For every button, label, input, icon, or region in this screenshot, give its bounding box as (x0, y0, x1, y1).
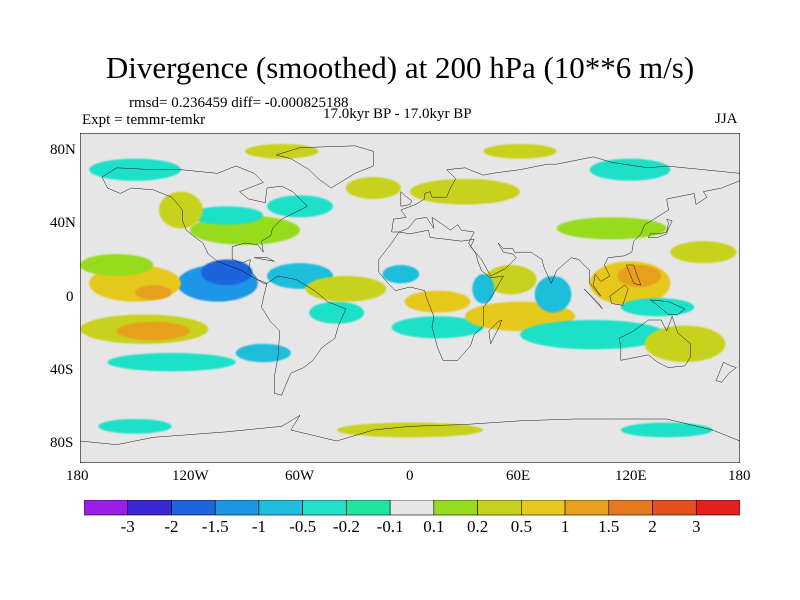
colorbar-box-9 (477, 500, 522, 516)
colorbar-label-1: -2 (164, 517, 179, 536)
field-patch-24 (670, 241, 737, 264)
experiment-label: Expt = temmr-temkr (82, 112, 206, 128)
coastline-9 (650, 300, 685, 315)
colorbar-box-0 (84, 500, 129, 516)
lat-tick-40s: 40S (50, 362, 74, 378)
field-patch-13 (404, 290, 471, 313)
coastline-10 (648, 219, 672, 237)
coastline-6 (489, 320, 502, 344)
coastline-5 (619, 316, 691, 367)
field-patch-21 (617, 265, 662, 287)
lat-tick-0: 0 (66, 289, 74, 305)
lat-tick-40n: 40N (50, 215, 76, 231)
field-patch-37 (98, 419, 172, 434)
colorbar-label-7: 0.1 (423, 517, 445, 536)
coastline-4 (276, 146, 373, 188)
field-patch-38 (620, 422, 713, 438)
field-patch-28 (158, 191, 203, 229)
field-patch-36 (336, 422, 484, 438)
coastline-7 (584, 289, 602, 309)
colorbar-label-11: 1.5 (598, 517, 620, 536)
divergence-map (80, 133, 740, 463)
field-patch-29 (267, 195, 333, 218)
coastline-13 (626, 265, 641, 285)
colorbar-box-13 (652, 500, 697, 516)
field-patch-4 (135, 285, 172, 300)
field-patch-1 (201, 259, 253, 286)
colorbar (84, 500, 740, 516)
field-patch-33 (589, 158, 671, 181)
colorbar-label-4: -0.5 (289, 517, 317, 536)
lon-tick-180w: 180 (66, 468, 89, 484)
colorbar-box-3 (214, 500, 260, 516)
lon-tick-60e: 60E (506, 468, 531, 484)
divergence-field (80, 144, 737, 438)
field-patch-35 (483, 144, 557, 159)
coastline-14 (254, 258, 274, 262)
field-patch-11 (305, 276, 387, 302)
colorbar-label-10: 1 (560, 517, 570, 536)
period-label: 17.0kyr BP - 17.0kyr BP (323, 106, 472, 122)
stats-label: rmsd= 0.236459 diff= -0.000825188 (129, 95, 349, 111)
colorbar-label-5: -0.2 (332, 517, 360, 536)
field-patch-17 (472, 274, 495, 304)
field-patch-31 (410, 178, 520, 205)
lon-tick-180e: 180 (728, 468, 751, 484)
coastline-8 (610, 285, 628, 305)
colorbar-box-14 (695, 500, 740, 516)
field-patch-12 (382, 265, 420, 284)
colorbar-box-4 (258, 500, 303, 516)
field-patch-14 (391, 316, 484, 339)
colorbar-box-11 (564, 500, 610, 516)
colorbar-box-2 (171, 500, 216, 516)
colorbar-box-10 (521, 500, 566, 516)
lat-tick-80s: 80S (50, 435, 74, 451)
colorbar-label-2: -1.5 (201, 517, 229, 536)
colorbar-box-12 (608, 500, 653, 516)
lat-tick-80n: 80N (50, 142, 76, 158)
colorbar-box-1 (127, 500, 172, 516)
field-patch-19 (520, 320, 667, 350)
coastline-0 (102, 166, 307, 283)
field-patch-25 (556, 217, 667, 240)
colorbar-box-6 (346, 500, 391, 516)
field-patch-22 (644, 325, 726, 363)
field-patch-18 (534, 276, 572, 313)
lon-tick-0: 0 (406, 468, 414, 484)
colorbar-label-8: 0.2 (466, 517, 489, 536)
field-patch-27 (190, 206, 264, 225)
lon-tick-120w: 120W (172, 468, 209, 484)
colorbar-label-6: -0.1 (376, 517, 404, 536)
coastline-2 (379, 157, 740, 360)
colorbar-label-0: -3 (120, 517, 135, 536)
coastline-12 (716, 362, 736, 382)
colorbar-label-12: 2 (648, 517, 657, 536)
coastline-3 (401, 192, 412, 207)
coastline-layer (80, 146, 740, 445)
colorbar-box-5 (302, 500, 347, 516)
map-title: Divergence (smoothed) at 200 hPa (10**6 … (105, 50, 695, 85)
field-patch-30 (345, 177, 401, 199)
field-patch-32 (89, 158, 181, 181)
field-patch-10 (309, 301, 365, 324)
field-patch-9 (235, 343, 291, 363)
season-label: JJA (715, 111, 738, 127)
colorbar-label-3: -1 (251, 517, 267, 536)
colorbar-label-13: 3 (692, 517, 701, 536)
colorbar-label-9: 0.5 (510, 517, 532, 536)
lon-tick-60w: 60W (285, 468, 315, 484)
colorbar-box-7 (389, 500, 435, 516)
coastline-11 (80, 415, 740, 444)
field-patch-8 (107, 353, 236, 372)
field-patch-7 (80, 254, 154, 276)
field-patch-23 (620, 298, 695, 317)
coastline-1 (262, 276, 346, 395)
colorbar-box-8 (433, 500, 478, 516)
lon-tick-120e: 120E (615, 468, 647, 484)
field-patch-6 (116, 321, 190, 341)
